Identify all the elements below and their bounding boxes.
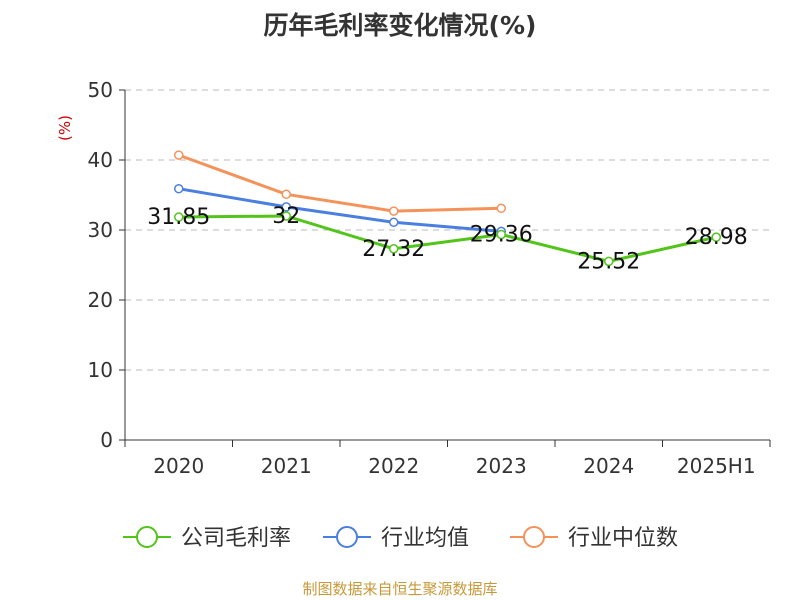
y-tick-label: 20 [88, 288, 113, 312]
y-tick-label: 30 [88, 218, 113, 242]
data-point [174, 183, 184, 194]
x-tick-label: 2023 [476, 454, 527, 478]
chart-title: 历年毛利率变化情况(%) [263, 11, 537, 40]
legend-item-1[interactable]: 行业均值 [323, 526, 469, 551]
legend-item-0[interactable]: 公司毛利率 [123, 526, 291, 551]
data-point [711, 232, 721, 242]
x-tick-label: 2021 [261, 454, 312, 478]
legend-label: 公司毛利率 [181, 526, 291, 551]
x-tick-label: 2022 [368, 454, 419, 478]
legend-label: 行业均值 [381, 526, 469, 551]
legend-item-2[interactable]: 行业中位数 [510, 526, 678, 551]
data-point [281, 189, 291, 200]
source-note: 制图数据来自恒生聚源数据库 [302, 580, 498, 598]
series-layer [174, 150, 721, 267]
data-point [174, 150, 184, 160]
legend-marker [523, 526, 545, 548]
axis-layer: 0 10 20 30 40 50 (%) 2020 2021 2022 2023 2024 2025H1 [56, 78, 771, 478]
data-point [389, 206, 399, 216]
y-tick-label: 0 [100, 428, 113, 452]
data-label: 32 [272, 204, 300, 229]
data-label: 29.36 [470, 222, 533, 247]
grid-layer [125, 89, 770, 371]
series-line-2 [178, 153, 502, 213]
y-tick-label: 50 [88, 78, 113, 102]
x-tick-label: 2020 [153, 454, 204, 478]
data-point [496, 229, 506, 240]
x-tick-label: 2025H1 [677, 454, 756, 478]
y-axis-label: (%) [56, 115, 74, 141]
series-line-1 [178, 187, 502, 233]
data-point [389, 244, 399, 254]
legend[interactable]: 公司毛利率 行业均值 行业中位数 [123, 526, 678, 551]
data-point [281, 202, 291, 212]
legend-marker [136, 526, 158, 548]
legend-label: 行业中位数 [568, 526, 678, 551]
data-label-layer: 31.85 32 27.32 29.36 25.52 28.98 [147, 204, 747, 274]
data-label: 28.98 [685, 225, 748, 250]
y-tick-label: 40 [88, 148, 113, 172]
data-point [174, 212, 184, 222]
series-line-0 [178, 214, 717, 263]
data-point [389, 217, 399, 228]
legend-marker [336, 526, 358, 548]
data-label: 27.32 [362, 237, 425, 262]
data-point [281, 211, 291, 221]
data-label: 31.85 [147, 205, 210, 230]
y-tick-label: 10 [88, 358, 113, 382]
data-label: 25.52 [577, 249, 640, 274]
data-point [496, 203, 506, 214]
data-point [604, 256, 614, 267]
x-tick-label: 2024 [583, 454, 634, 478]
